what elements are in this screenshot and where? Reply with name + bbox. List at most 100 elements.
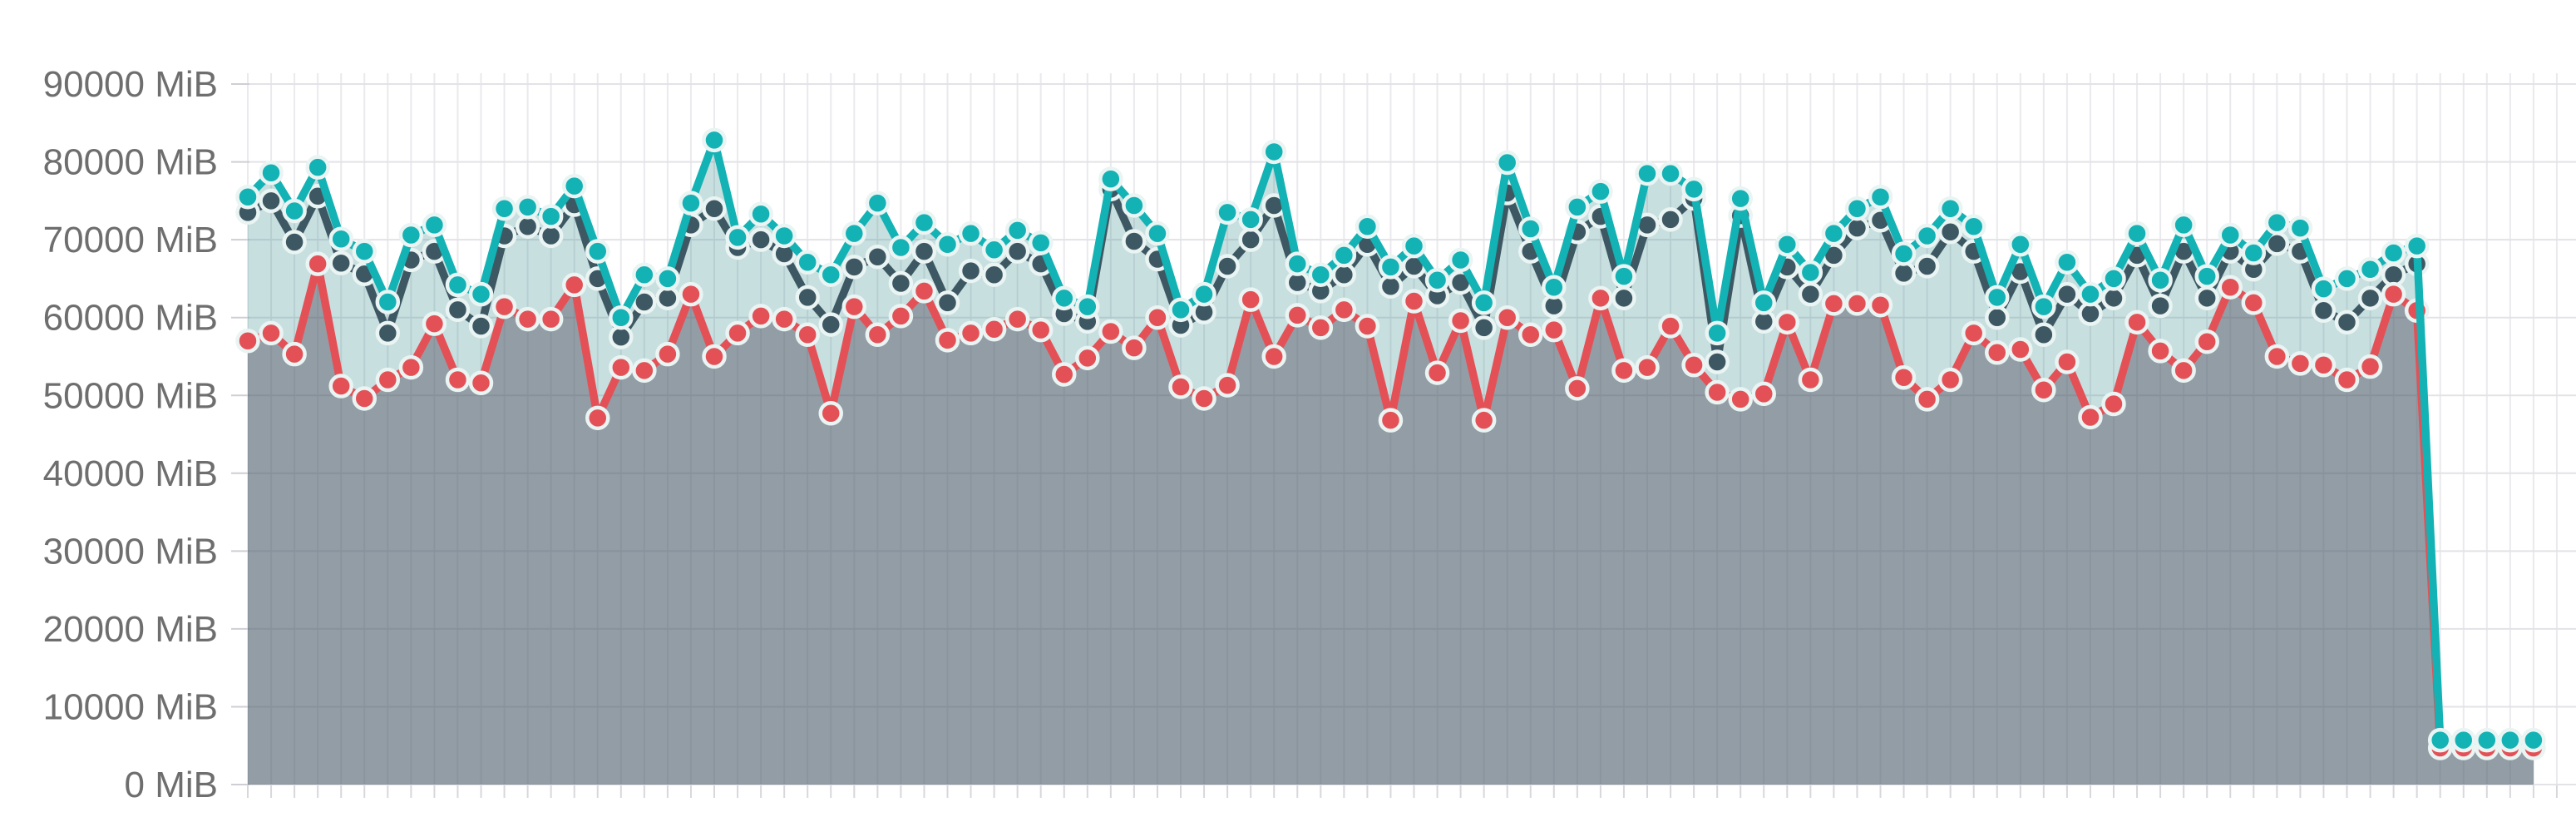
- slate-series-point: [1914, 254, 1940, 279]
- teal-series-point: [865, 191, 891, 215]
- slate-series-point: [328, 250, 353, 275]
- slate-series-point: [2334, 309, 2360, 335]
- teal-series-point: [1891, 241, 1917, 266]
- teal-series-point: [981, 237, 1007, 263]
- slate-series-point: [1471, 315, 1497, 340]
- red-series-point: [1308, 315, 1334, 340]
- teal-series-point: [2381, 240, 2406, 265]
- red-series-point: [1937, 367, 1963, 393]
- red-series-point: [958, 320, 984, 346]
- red-series-point: [888, 304, 914, 329]
- teal-series-point: [2008, 232, 2033, 257]
- teal-series-point: [2055, 250, 2080, 275]
- red-series-point: [1215, 373, 1240, 398]
- teal-series-point: [2521, 727, 2546, 753]
- slate-series-point: [1004, 239, 1030, 264]
- teal-series-point: [491, 196, 517, 221]
- teal-series-point: [1168, 297, 1193, 323]
- red-series-point: [2357, 354, 2383, 379]
- red-series-point: [679, 281, 703, 307]
- red-series-point: [538, 306, 564, 332]
- slate-series-point: [2194, 285, 2219, 311]
- y-axis-label: 40000 MiB: [43, 453, 218, 494]
- teal-series-point: [2101, 266, 2126, 291]
- red-series-point: [2148, 339, 2173, 364]
- red-series-point: [1868, 292, 1893, 318]
- teal-series-point: [235, 184, 260, 210]
- teal-series-point: [1494, 150, 1520, 176]
- y-axis-label: 10000 MiB: [43, 686, 218, 727]
- red-series-point: [2381, 281, 2406, 307]
- red-series-point: [468, 370, 494, 396]
- red-series-point: [841, 294, 867, 319]
- slate-series-point: [911, 239, 937, 264]
- teal-series-point: [1098, 166, 1123, 191]
- teal-series-point: [468, 281, 494, 307]
- slate-series-point: [468, 314, 494, 339]
- red-series-point: [2008, 337, 2033, 362]
- red-series-point: [1168, 374, 1193, 399]
- red-series-point: [235, 329, 260, 354]
- teal-series-point: [1192, 281, 1216, 307]
- slate-series-point: [1985, 305, 2010, 330]
- teal-series-point: [259, 160, 284, 186]
- red-series-point: [2264, 344, 2290, 369]
- red-series-point: [352, 386, 377, 411]
- red-series-point: [1611, 358, 1636, 384]
- teal-series-point: [2311, 276, 2337, 301]
- teal-series-point: [1681, 176, 1706, 202]
- teal-series-point: [1542, 275, 1567, 300]
- teal-series-point: [2287, 215, 2313, 240]
- red-series-point: [1401, 289, 1427, 314]
- red-series-point: [1378, 408, 1404, 433]
- red-series-point: [1075, 345, 1100, 371]
- teal-series-point: [1914, 223, 1940, 249]
- red-series-point: [2334, 367, 2360, 393]
- teal-series-point: [795, 250, 820, 275]
- red-series-point: [632, 358, 657, 384]
- red-series-point: [1028, 317, 1054, 343]
- red-series-point: [282, 341, 307, 367]
- red-series-point: [1658, 314, 1683, 339]
- red-series-point: [2101, 391, 2126, 417]
- red-series-point: [1004, 306, 1030, 332]
- teal-series-point: [1401, 233, 1427, 259]
- red-series-point: [981, 316, 1007, 342]
- teal-series-area: [248, 140, 2534, 785]
- teal-series-point: [609, 305, 634, 330]
- red-series-point: [515, 306, 540, 332]
- red-series-point: [2241, 290, 2267, 315]
- teal-series-point: [1448, 247, 1473, 273]
- teal-series-point: [1261, 139, 1286, 165]
- red-series-point: [1961, 320, 1986, 346]
- teal-series-point: [1798, 260, 1823, 285]
- teal-series-point: [1378, 255, 1404, 280]
- red-series-point: [422, 311, 447, 336]
- red-series-point: [1098, 319, 1123, 344]
- y-axis-label: 30000 MiB: [43, 531, 218, 572]
- red-series-point: [702, 344, 727, 369]
- teal-series-point: [1355, 214, 1380, 239]
- teal-series-point: [1985, 285, 2010, 310]
- red-series-point: [1774, 309, 1800, 335]
- red-series-point: [772, 306, 797, 332]
- slate-series-point: [1122, 229, 1147, 254]
- teal-series-point: [935, 232, 960, 257]
- y-axis-label: 50000 MiB: [43, 375, 218, 416]
- red-series-point: [1751, 381, 1776, 407]
- teal-series-point: [1937, 196, 1963, 221]
- red-series-point: [935, 328, 960, 353]
- slate-series-point: [702, 196, 727, 221]
- red-series-point: [609, 354, 634, 380]
- red-series-point: [1891, 364, 1917, 390]
- teal-series-point: [841, 220, 867, 246]
- slate-series-point: [445, 297, 471, 323]
- slate-series-point: [2148, 293, 2173, 319]
- teal-series-point: [1821, 220, 1847, 246]
- red-series-point: [2194, 329, 2219, 354]
- red-series-point: [2078, 404, 2103, 430]
- teal-series-point: [2194, 264, 2219, 289]
- red-series-area: [248, 264, 2534, 785]
- slate-series-point: [1611, 285, 1636, 311]
